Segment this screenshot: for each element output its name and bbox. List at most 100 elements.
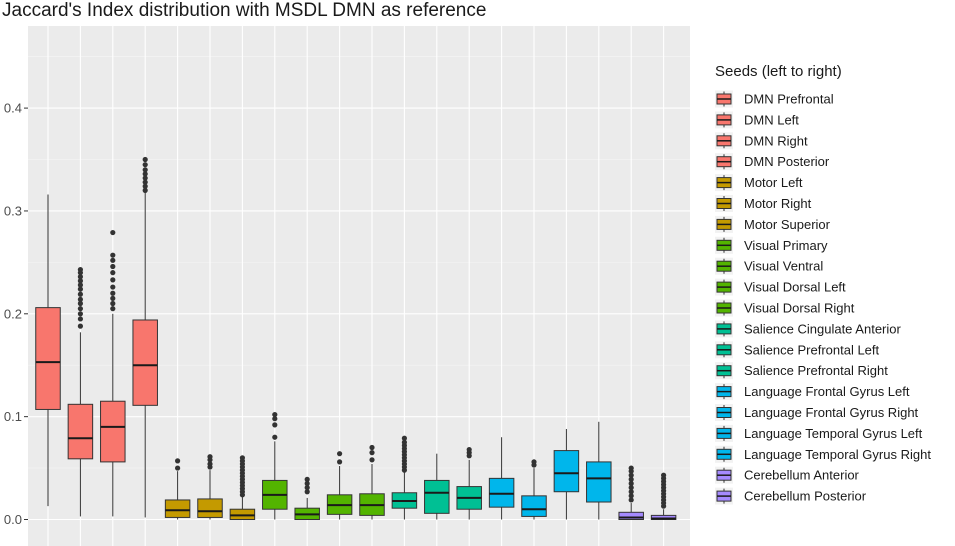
outlier-point <box>110 257 116 263</box>
outlier-point <box>77 286 83 292</box>
box-language-frontal-gyrus-right <box>521 459 547 520</box>
outlier-point <box>304 485 310 491</box>
outlier-point <box>337 451 343 457</box>
box-dmn-prefrontal <box>35 194 61 507</box>
outlier-point <box>110 284 116 290</box>
outlier-point <box>175 458 181 464</box>
legend-item: Salience Prefrontal Left <box>715 341 880 359</box>
outlier-point <box>77 323 83 329</box>
outlier-point <box>142 171 148 177</box>
iqr-box <box>197 498 223 518</box>
outlier-point <box>272 411 278 418</box>
outlier-point <box>272 416 278 422</box>
outlier-point <box>77 282 83 288</box>
outlier-point <box>531 459 537 465</box>
outlier-point <box>142 156 148 163</box>
outlier-point <box>77 266 83 273</box>
outlier-point <box>337 459 343 465</box>
legend-item: Visual Primary <box>715 236 828 254</box>
outlier-point <box>304 476 310 482</box>
outlier-point <box>110 263 116 270</box>
legend-label: Language Frontal Gyrus Right <box>744 405 919 420</box>
outlier-point <box>142 175 148 181</box>
outlier-point <box>628 480 634 487</box>
outlier-point <box>369 444 375 451</box>
outlier-point <box>628 489 634 495</box>
outlier-point <box>401 439 407 445</box>
outlier-point <box>77 274 83 280</box>
outlier-point <box>628 485 634 491</box>
outlier-point <box>207 461 213 467</box>
outlier-point <box>77 316 83 322</box>
legend-label: Visual Ventral <box>744 259 823 274</box>
legend-item: Cerebellum Posterior <box>715 487 867 505</box>
y-tick-label: 0.4 <box>4 101 22 116</box>
box-motor-superior <box>229 455 256 520</box>
y-tick-label: 0.1 <box>4 409 22 424</box>
legend-label: Salience Prefrontal Left <box>744 342 880 357</box>
outlier-point <box>628 493 634 499</box>
box-dmn-posterior <box>132 156 158 518</box>
legend-label: Language Temporal Gyrus Left <box>744 426 923 441</box>
iqr-box <box>650 514 677 520</box>
outlier-point <box>142 183 148 189</box>
plot-panel <box>28 26 690 546</box>
iqr-box <box>424 479 450 514</box>
legend-item: DMN Right <box>715 132 808 150</box>
box-language-temporal-gyrus-right <box>586 421 612 520</box>
outlier-point <box>369 450 375 456</box>
box-visual-dorsal-left <box>326 451 353 520</box>
legend-item: Language Temporal Gyrus Left <box>715 424 923 442</box>
iqr-box <box>488 477 515 508</box>
outlier-point <box>628 465 634 471</box>
outlier-point <box>77 311 83 317</box>
outlier-point <box>110 295 116 301</box>
legend-item: Visual Dorsal Right <box>715 299 855 317</box>
iqr-box <box>164 499 191 518</box>
outlier-point <box>272 422 278 428</box>
box-motor-left <box>164 458 191 520</box>
legend-label: Motor Superior <box>744 217 831 232</box>
outlier-point <box>369 457 375 463</box>
outlier-point <box>142 162 148 168</box>
iqr-box <box>618 511 644 520</box>
iqr-box <box>553 450 580 493</box>
outlier-point <box>207 454 213 460</box>
legend-item: Cerebellum Anterior <box>715 466 860 484</box>
box-cerebellum-anterior <box>618 465 644 520</box>
legend-item: DMN Posterior <box>715 153 830 171</box>
box-visual-ventral <box>294 476 320 520</box>
outlier-point <box>77 291 83 297</box>
box-dmn-right <box>100 229 126 517</box>
outlier-point <box>142 167 148 173</box>
outlier-point <box>272 434 278 440</box>
legend-title: Seeds (left to right) <box>715 63 842 80</box>
outlier-point <box>239 455 245 461</box>
legend-item: Salience Prefrontal Right <box>715 362 888 380</box>
legend-label: Language Frontal Gyrus Left <box>744 384 910 399</box>
box-visual-dorsal-right <box>359 444 385 520</box>
legend-label: Salience Cingulate Anterior <box>744 321 901 336</box>
legend-item: Language Frontal Gyrus Right <box>715 404 919 421</box>
iqr-box <box>586 461 612 503</box>
outlier-point <box>110 306 116 312</box>
legend-label: Visual Primary <box>744 238 828 253</box>
outlier-point <box>304 480 310 487</box>
legend-item: DMN Left <box>715 111 799 129</box>
outlier-point <box>110 300 116 307</box>
box-salience-cingulate-anterior <box>391 435 418 520</box>
legend-item: DMN Prefrontal <box>715 90 834 108</box>
box-visual-primary <box>262 411 288 520</box>
iqr-box <box>521 495 547 517</box>
legend-item: Language Temporal Gyrus Right <box>715 445 931 463</box>
outlier-point <box>466 446 472 453</box>
iqr-box <box>67 403 94 460</box>
y-tick-label: 0.0 <box>4 512 22 527</box>
outlier-point <box>110 277 116 283</box>
box-cerebellum-posterior <box>650 472 677 520</box>
outlier-point <box>401 435 407 441</box>
legend-label: Cerebellum Posterior <box>744 489 867 504</box>
outlier-point <box>304 489 310 495</box>
legend-label: DMN Right <box>744 133 808 148</box>
